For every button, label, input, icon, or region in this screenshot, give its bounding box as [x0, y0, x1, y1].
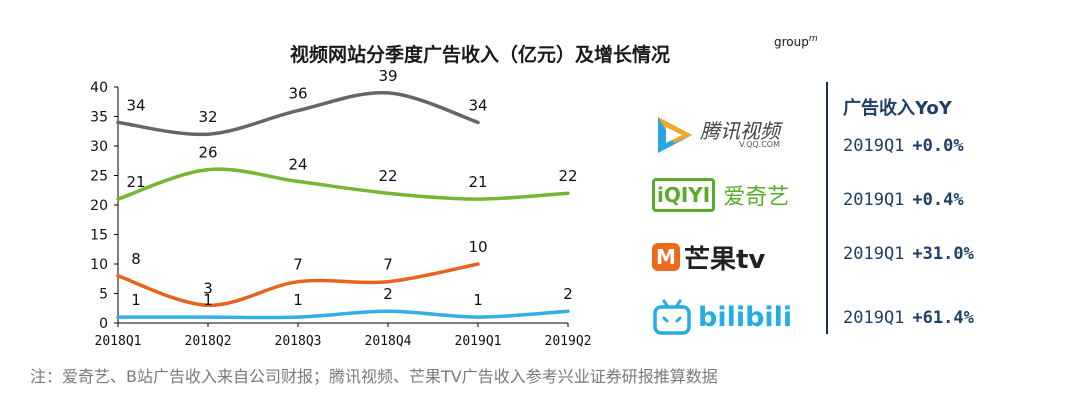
data-label-tencent: 36 — [288, 85, 307, 103]
brand-sup: m — [808, 34, 818, 44]
data-label-iqiyi: 22 — [558, 167, 577, 185]
y-tick-label: 10 — [90, 257, 108, 273]
x-tick-label: 2018Q3 — [275, 334, 322, 349]
y-tick-label: 0 — [99, 316, 108, 332]
data-label-bilibili: 2 — [383, 285, 393, 303]
data-label-mango: 3 — [203, 279, 213, 297]
data-label-mango: 7 — [293, 256, 303, 274]
yoy-value: +0.4% — [912, 190, 964, 210]
y-tick-label: 40 — [90, 80, 108, 96]
data-label-tencent: 34 — [468, 96, 487, 114]
y-tick-label: 15 — [90, 228, 108, 244]
yoy-value: +31.0% — [912, 244, 974, 264]
chart-title: 视频网站分季度广告收入（亿元）及增长情况 — [290, 44, 671, 66]
x-tick-label: 2019Q1 — [455, 334, 502, 349]
tencent-video-sub: V.QQ.COM — [739, 140, 780, 149]
bilibili-logo: bilibili — [652, 294, 792, 340]
groupm-logo: groupm — [774, 34, 818, 49]
bilibili-text: bilibili — [698, 301, 793, 333]
x-tick-label: 2019Q2 — [545, 334, 592, 349]
x-tick-label: 2018Q4 — [365, 334, 412, 349]
footnote: 注：爱奇艺、B站广告收入来自公司财报；腾讯视频、芒果TV广告收入参考兴业证券研报… — [30, 367, 718, 386]
yoy-value: +61.4% — [912, 308, 974, 328]
data-label-iqiyi: 22 — [378, 167, 397, 185]
line-chart: 0 5 10 15 20 25 30 35 40 2018Q1 2018Q2 2018Q3 2018Q4… — [90, 67, 592, 349]
tencent-video-logo: 腾讯视频 V.QQ.COM — [652, 112, 780, 158]
iqiyi-text: 爱奇艺 — [723, 185, 790, 210]
y-tick-label: 30 — [90, 139, 108, 155]
data-label-iqiyi: 26 — [198, 144, 217, 162]
tencent-video-icon — [658, 117, 692, 153]
data-label-iqiyi: 24 — [288, 155, 307, 173]
series-line-mango — [116, 262, 480, 308]
data-label-tencent: 32 — [198, 108, 217, 126]
y-tick-label: 5 — [99, 287, 108, 303]
y-tick-label: 20 — [90, 198, 108, 214]
x-tick-label: 2018Q2 — [185, 334, 232, 349]
mango-mark: M — [652, 243, 680, 271]
data-label-mango: 7 — [383, 256, 393, 274]
mango-tv-logo: M 芒果tv — [652, 234, 765, 280]
iqiyi-mark: iQIYI — [652, 178, 716, 212]
yoy-quarter: 2019Q1 — [843, 308, 905, 328]
tencent-video-text: 腾讯视频 — [700, 119, 780, 143]
data-label-bilibili: 1 — [131, 291, 141, 309]
brand-main: group — [774, 35, 809, 49]
yoy-quarter: 2019Q1 — [843, 190, 905, 210]
data-label-iqiyi: 21 — [126, 173, 145, 191]
x-tick-label: 2018Q1 — [95, 334, 142, 349]
yoy-header: 广告收入YoY — [843, 98, 952, 119]
data-label-tencent: 34 — [126, 96, 145, 114]
series-line-iqiyi — [116, 167, 570, 201]
yoy-quarter: 2019Q1 — [843, 244, 905, 264]
data-label-iqiyi: 21 — [468, 173, 487, 191]
data-label-mango: 8 — [131, 250, 141, 268]
data-label-tencent: 39 — [378, 67, 397, 85]
yoy-quarter: 2019Q1 — [843, 136, 905, 156]
data-label-mango: 10 — [468, 238, 487, 256]
data-label-bilibili: 2 — [563, 285, 573, 303]
mango-text: 芒果tv — [684, 244, 766, 275]
yoy-row-tencent: 2019Q1 +0.0% — [843, 136, 964, 156]
data-label-bilibili: 1 — [473, 291, 483, 309]
yoy-row-iqiyi: 2019Q1 +0.4% — [843, 190, 964, 210]
data-label-bilibili: 1 — [203, 291, 213, 309]
y-tick-label: 25 — [90, 169, 108, 185]
yoy-value: +0.0% — [912, 136, 964, 156]
vertical-divider — [826, 82, 828, 334]
iqiyi-logo: iQIYI 爱奇艺 — [652, 172, 789, 218]
bilibili-tv-icon — [653, 299, 691, 335]
yoy-row-mango: 2019Q1 +31.0% — [843, 244, 974, 264]
series-line-tencent — [116, 90, 480, 137]
yoy-row-bilibili: 2019Q1 +61.4% — [843, 308, 974, 328]
series-line-bilibili — [116, 309, 570, 320]
y-tick-label: 35 — [90, 110, 108, 126]
data-label-bilibili: 1 — [293, 291, 303, 309]
